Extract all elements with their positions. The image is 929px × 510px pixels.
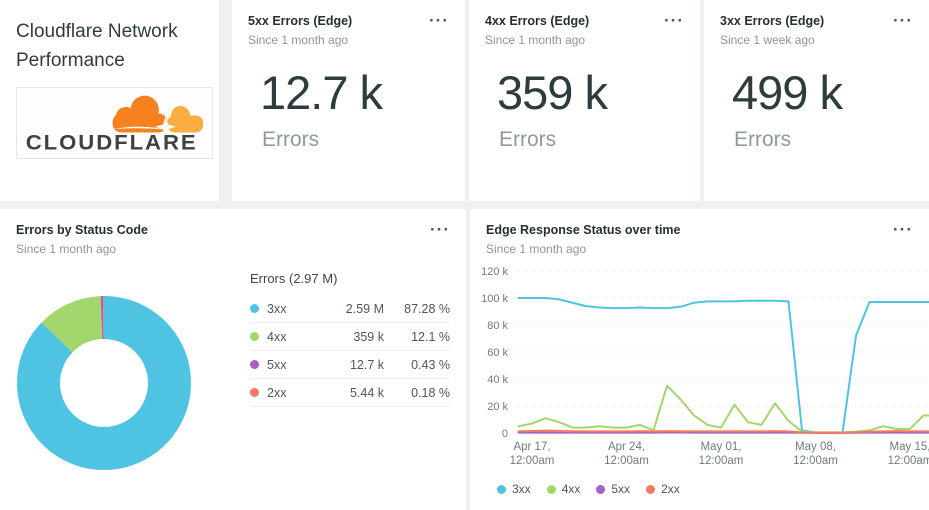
line-chart-legend: 3xx 4xx 5xx 2xx xyxy=(497,482,680,496)
series-value: 5.44 k xyxy=(349,385,384,400)
donut-legend-table: Errors (2.97 M) 3xx 2.59 M 87.28 % 4xx 3… xyxy=(250,271,450,407)
series-percent: 12.1 % xyxy=(411,329,450,344)
kpi-unit-label: Errors xyxy=(262,128,320,151)
widget-subtitle: Since 1 month ago xyxy=(16,242,117,256)
more-options-icon[interactable]: ··· xyxy=(893,220,913,239)
svg-text:100 k: 100 k xyxy=(481,293,508,305)
series-label: 2xx xyxy=(661,482,680,496)
svg-text:40 k: 40 k xyxy=(487,374,508,386)
legend-row-3xx: 3xx 2.59 M 87.28 % xyxy=(250,295,450,323)
cloudflare-logo-text: CLOUDFLARE xyxy=(26,129,198,154)
series-dot-2xx xyxy=(646,484,656,494)
series-value: 12.7 k xyxy=(349,357,384,372)
svg-text:60 k: 60 k xyxy=(487,347,508,359)
dashboard-title: Cloudflare Network Performance xyxy=(16,21,178,71)
series-label: 3xx xyxy=(267,301,287,316)
kpi-value: 359 k xyxy=(497,66,608,119)
svg-text:12:00am: 12:00am xyxy=(793,455,838,467)
series-value: 2.59 M xyxy=(345,301,384,316)
svg-text:20 k: 20 k xyxy=(487,401,508,413)
svg-text:May 08,: May 08, xyxy=(795,441,836,453)
kpi-unit-label: Errors xyxy=(499,128,557,151)
series-dot-3xx xyxy=(497,484,506,494)
donut-chart xyxy=(16,296,191,470)
legend-row-5xx: 5xx 12.7 k 0.43 % xyxy=(250,351,450,379)
series-label: 5xx xyxy=(267,357,287,372)
svg-text:Apr 17,: Apr 17, xyxy=(513,441,550,453)
more-options-icon[interactable]: ··· xyxy=(429,11,449,30)
kpi-card-3xx: 3xx Errors (Edge) Since 1 week ago ··· 4… xyxy=(704,0,929,201)
kpi-value: 499 k xyxy=(732,66,843,119)
legend-row-4xx: 4xx 359 k 12.1 % xyxy=(250,323,450,351)
widget-title: 4xx Errors (Edge) xyxy=(485,14,590,28)
errors-by-status-code-card: Errors by Status Code Since 1 month ago … xyxy=(0,209,466,510)
widget-title: Edge Response Status over time xyxy=(486,223,681,237)
edge-response-status-card: 120 k 100 k 80 k 60 k 40 k 20 k 0 Apr 17, 12:00a… xyxy=(470,209,929,510)
line-chart: 120 k 100 k 80 k 60 k 40 k 20 k 0 Apr 17, 12:00a… xyxy=(481,266,929,467)
series-label: 3xx xyxy=(512,482,531,496)
kpi-card-4xx: 4xx Errors (Edge) Since 1 month ago ··· … xyxy=(469,0,700,201)
legend-item-3xx[interactable]: 3xx xyxy=(497,482,531,496)
svg-text:May 15,: May 15, xyxy=(890,441,929,453)
more-options-icon[interactable]: ··· xyxy=(664,11,684,30)
dashboard-header-card: Cloudflare Network Performance CLOUDFLAR… xyxy=(0,0,219,201)
kpi-value: 12.7 k xyxy=(260,66,383,119)
cloudflare-logo: CLOUDFLARE xyxy=(16,87,213,159)
svg-text:May 01,: May 01, xyxy=(701,441,742,453)
legend-item-5xx[interactable]: 5xx xyxy=(596,482,630,496)
legend-item-2xx[interactable]: 2xx xyxy=(646,482,680,496)
svg-text:120 k: 120 k xyxy=(481,266,508,278)
svg-text:Apr 24,: Apr 24, xyxy=(608,441,645,453)
svg-text:12:00am: 12:00am xyxy=(699,455,744,467)
series-dot-3xx xyxy=(250,304,259,313)
series-dot-5xx xyxy=(250,360,259,369)
donut-legend-title: Errors (2.97 M) xyxy=(250,271,338,286)
series-dot-4xx xyxy=(250,332,259,341)
widget-subtitle: Since 1 month ago xyxy=(486,242,587,256)
svg-text:12:00am: 12:00am xyxy=(510,455,555,467)
widget-subtitle: Since 1 month ago xyxy=(248,33,349,47)
legend-row-2xx: 2xx 5.44 k 0.18 % xyxy=(250,379,450,407)
more-options-icon[interactable]: ··· xyxy=(430,220,450,239)
widget-title: Errors by Status Code xyxy=(16,223,148,237)
svg-text:80 k: 80 k xyxy=(487,320,508,332)
svg-text:0: 0 xyxy=(502,428,508,440)
series-label: 5xx xyxy=(611,482,631,496)
cloudflare-logo-image: CLOUDFLARE xyxy=(26,95,204,154)
kpi-card-5xx: 5xx Errors (Edge) Since 1 month ago ··· … xyxy=(232,0,465,201)
legend-item-4xx[interactable]: 4xx xyxy=(546,482,581,496)
widget-title: 3xx Errors (Edge) xyxy=(720,14,825,28)
series-percent: 0.43 % xyxy=(411,357,450,372)
kpi-unit-label: Errors xyxy=(734,128,792,151)
svg-text:12:00am: 12:00am xyxy=(888,455,929,467)
widget-subtitle: Since 1 month ago xyxy=(485,33,586,47)
series-dot-4xx xyxy=(546,484,556,494)
series-percent: 87.28 % xyxy=(404,301,450,316)
series-label: 2xx xyxy=(267,385,287,400)
series-percent: 0.18 % xyxy=(411,385,450,400)
svg-text:12:00am: 12:00am xyxy=(604,455,649,467)
widget-title: 5xx Errors (Edge) xyxy=(248,14,353,28)
series-dot-2xx xyxy=(250,388,259,397)
series-dot-5xx xyxy=(596,484,606,494)
series-label: 4xx xyxy=(267,329,287,344)
widget-subtitle: Since 1 week ago xyxy=(720,33,815,47)
more-options-icon[interactable]: ··· xyxy=(893,11,913,30)
series-value: 359 k xyxy=(353,329,384,344)
series-label: 4xx xyxy=(561,482,581,496)
